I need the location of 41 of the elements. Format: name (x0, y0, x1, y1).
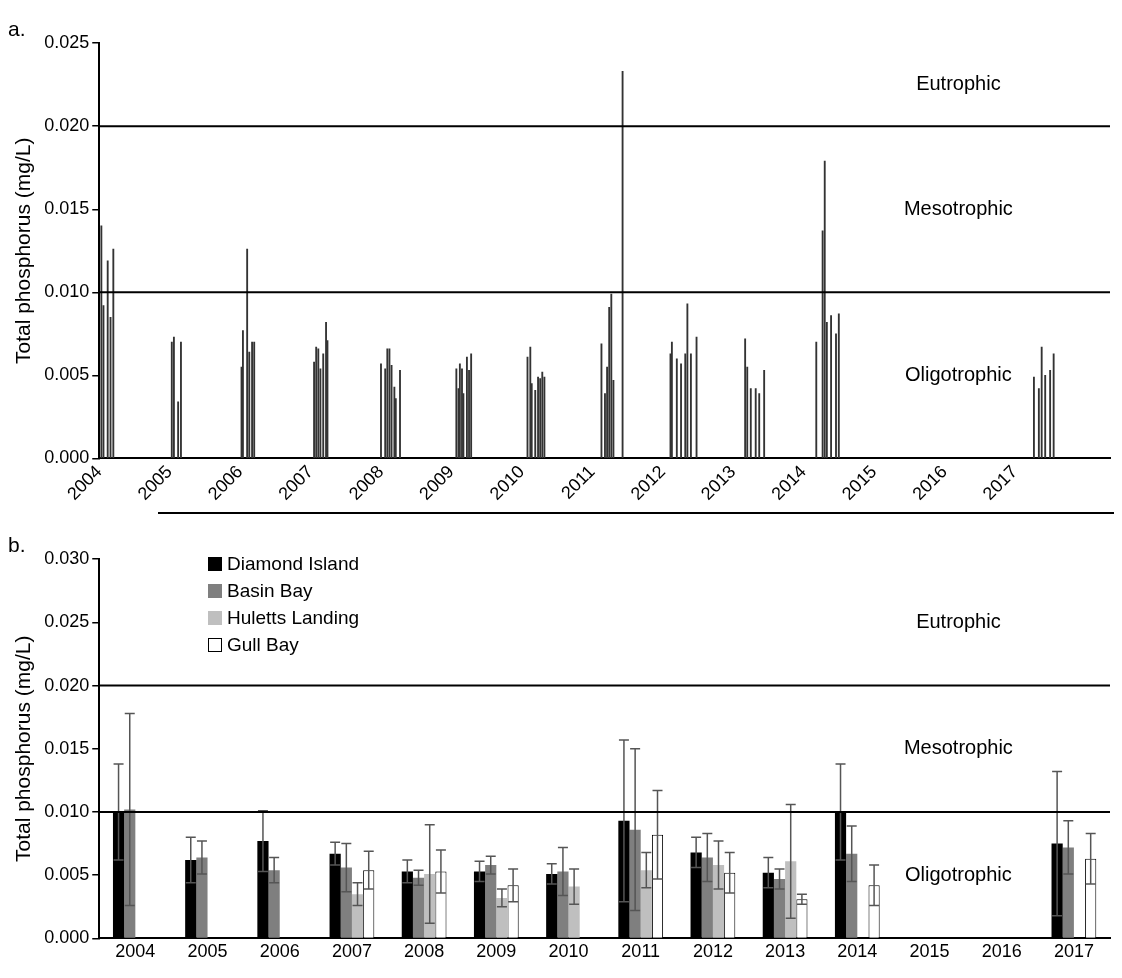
x-tick-label: 2015 (909, 941, 950, 962)
x-tick-label: 2005 (187, 941, 228, 962)
y-tick-label: 0.005 (44, 364, 90, 385)
annotation: Eutrophic (916, 609, 1001, 632)
x-tick-label: 2010 (548, 941, 589, 962)
y-tick-label: 0.020 (44, 674, 90, 695)
y-tick-label: 0.030 (44, 548, 90, 569)
x-tick-label: 2014 (837, 941, 878, 962)
y-tick-label: 0.025 (44, 611, 90, 632)
y-tick-label: 0.015 (44, 737, 90, 758)
y-tick-label: 0.000 (44, 447, 90, 468)
y-tick-label: 0.000 (44, 927, 90, 948)
annotation: Oligotrophic (905, 862, 1012, 885)
x-tick-label: 2009 (476, 941, 517, 962)
legend-label: Huletts Landing (227, 606, 360, 630)
x-tick-label: 2007 (331, 941, 372, 962)
annotation: Mesotrophic (903, 196, 1013, 219)
x-tick-label: 2008 (404, 941, 445, 962)
annotation: Mesotrophic (903, 736, 1013, 759)
chart-title: b. (8, 533, 26, 557)
annotation: Oligotrophic (905, 362, 1012, 385)
chart-title: a. (8, 17, 26, 41)
x-tick-label: 2013 (765, 941, 806, 962)
y-axis-title: Total phosphorus (mg/L) (11, 635, 35, 863)
y-tick-label: 0.020 (44, 115, 90, 136)
y-tick-label: 0.005 (44, 864, 90, 885)
legend-label: Basin Bay (227, 579, 313, 603)
x-tick-label: 2016 (981, 941, 1022, 962)
x-tick-label: 2011 (621, 941, 661, 962)
legend-label: Diamond Island (227, 552, 360, 576)
legend-label: Gull Bay (227, 633, 299, 657)
x-tick-label: 2012 (692, 941, 733, 962)
annotation: Eutrophic (916, 72, 1001, 95)
y-tick-label: 0.010 (44, 281, 90, 302)
y-tick-label: 0.025 (44, 32, 90, 53)
x-tick-label: 2006 (259, 941, 300, 962)
y-axis-title: Total phosphorus (mg/L) (11, 137, 35, 365)
y-tick-label: 0.015 (44, 198, 90, 219)
y-tick-label: 0.010 (44, 800, 90, 821)
x-tick-label: 2004 (115, 941, 156, 962)
x-tick-label: 2017 (1053, 941, 1094, 962)
